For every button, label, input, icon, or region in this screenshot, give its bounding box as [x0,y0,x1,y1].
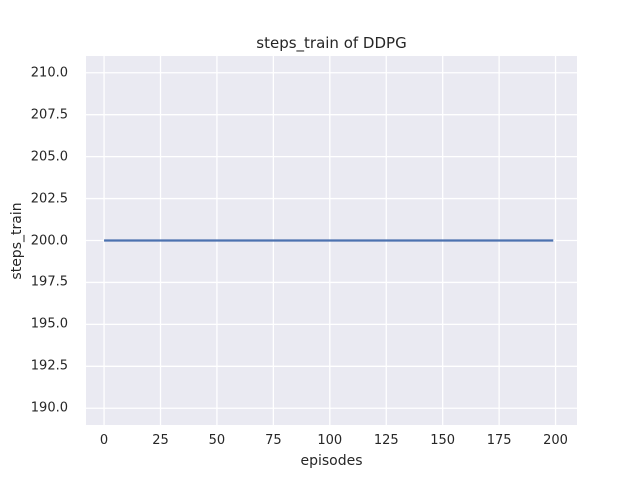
x-tick-label: 200 [543,433,568,448]
x-tick-label: 150 [430,433,456,448]
x-tick-label: 50 [208,433,226,448]
y-tick-label: 207.5 [30,107,68,123]
x-tick-label: 125 [373,433,399,448]
y-tick-label: 205.0 [30,149,68,165]
x-axis-label: episodes [300,453,363,469]
plot-canvas [86,56,577,425]
plot-area [86,56,577,425]
x-tick-label: 75 [265,433,282,448]
x-tick-label: 0 [99,433,109,448]
x-tick-label: 100 [317,433,343,448]
y-tick-label: 190.0 [30,400,68,416]
x-tick-label: 25 [152,433,169,448]
y-tick-label: 197.5 [30,274,68,290]
x-tick-label: 175 [486,433,512,448]
y-tick-label: 192.5 [30,358,68,374]
y-tick-label: 210.0 [30,65,68,81]
y-tick-label: 195.0 [30,316,68,332]
y-tick-label: 202.5 [30,191,68,207]
chart-title: steps_train of DDPG [256,34,407,52]
y-tick-label: 200.0 [30,233,68,248]
